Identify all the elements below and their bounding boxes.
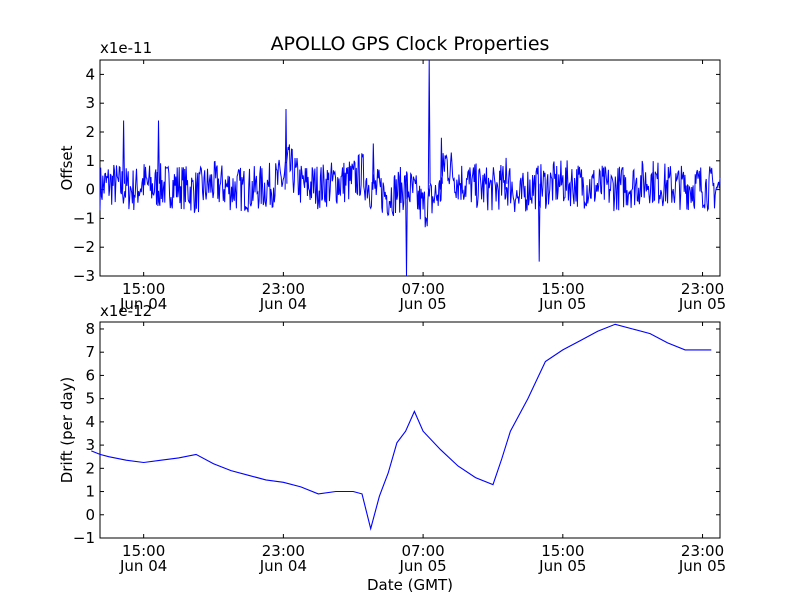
y-tick-label: −2 bbox=[73, 238, 95, 256]
x-tick-time-label: 07:00 bbox=[401, 542, 444, 560]
x-tick-time-label: 15:00 bbox=[122, 280, 165, 298]
y-tick-label: 3 bbox=[85, 94, 95, 112]
x-tick-date-label: Jun 05 bbox=[678, 557, 726, 575]
y-tick-label: 4 bbox=[85, 65, 95, 83]
x-tick-date-label: Jun 05 bbox=[538, 295, 586, 313]
x-tick-time-label: 15:00 bbox=[541, 280, 584, 298]
offset-multiplier-label: x1e-11 bbox=[100, 39, 152, 57]
offset-series-line bbox=[99, 59, 721, 277]
y-tick-label: −1 bbox=[73, 529, 95, 547]
x-tick-time-label: 23:00 bbox=[681, 280, 724, 298]
x-tick-date-label: Jun 04 bbox=[259, 557, 307, 575]
y-tick-label: −3 bbox=[73, 267, 95, 285]
drift-series-line bbox=[91, 323, 712, 531]
y-tick-label: −1 bbox=[73, 209, 95, 227]
drift-panel: x1e-12 Drift (per day) −101234567815:00J… bbox=[58, 302, 726, 575]
x-axis-label: Date (GMT) bbox=[367, 576, 453, 594]
y-tick-label: 7 bbox=[85, 343, 95, 361]
x-tick-time-label: 07:00 bbox=[401, 280, 444, 298]
x-tick-date-label: Jun 04 bbox=[259, 295, 307, 313]
y-tick-label: 0 bbox=[85, 181, 95, 199]
chart-title: APOLLO GPS Clock Properties bbox=[271, 33, 550, 55]
drift-ylabel: Drift (per day) bbox=[58, 377, 76, 484]
y-tick-label: 2 bbox=[85, 459, 95, 477]
x-tick-date-label: Jun 05 bbox=[398, 295, 446, 313]
x-tick-date-label: Jun 05 bbox=[398, 557, 446, 575]
x-tick-date-label: Jun 04 bbox=[119, 557, 167, 575]
y-tick-label: 3 bbox=[85, 436, 95, 454]
x-tick-time-label: 15:00 bbox=[122, 542, 165, 560]
drift-plot-frame bbox=[99, 321, 721, 539]
y-tick-label: 6 bbox=[85, 366, 95, 384]
y-tick-label: 2 bbox=[85, 123, 95, 141]
y-tick-label: 8 bbox=[85, 320, 95, 338]
y-tick-label: 0 bbox=[85, 506, 95, 524]
x-tick-date-label: Jun 04 bbox=[119, 295, 167, 313]
x-tick-time-label: 23:00 bbox=[262, 280, 305, 298]
offset-plot-frame bbox=[99, 59, 721, 277]
drift-multiplier-label: x1e-12 bbox=[100, 302, 152, 320]
y-tick-label: 1 bbox=[85, 483, 95, 501]
offset-ylabel: Offset bbox=[58, 145, 76, 190]
y-tick-label: 5 bbox=[85, 390, 95, 408]
x-tick-time-label: 15:00 bbox=[541, 542, 584, 560]
x-tick-time-label: 23:00 bbox=[262, 542, 305, 560]
x-tick-date-label: Jun 05 bbox=[678, 295, 726, 313]
y-tick-label: 4 bbox=[85, 413, 95, 431]
x-tick-date-label: Jun 05 bbox=[538, 557, 586, 575]
x-tick-time-label: 23:00 bbox=[681, 542, 724, 560]
y-tick-label: 1 bbox=[85, 152, 95, 170]
